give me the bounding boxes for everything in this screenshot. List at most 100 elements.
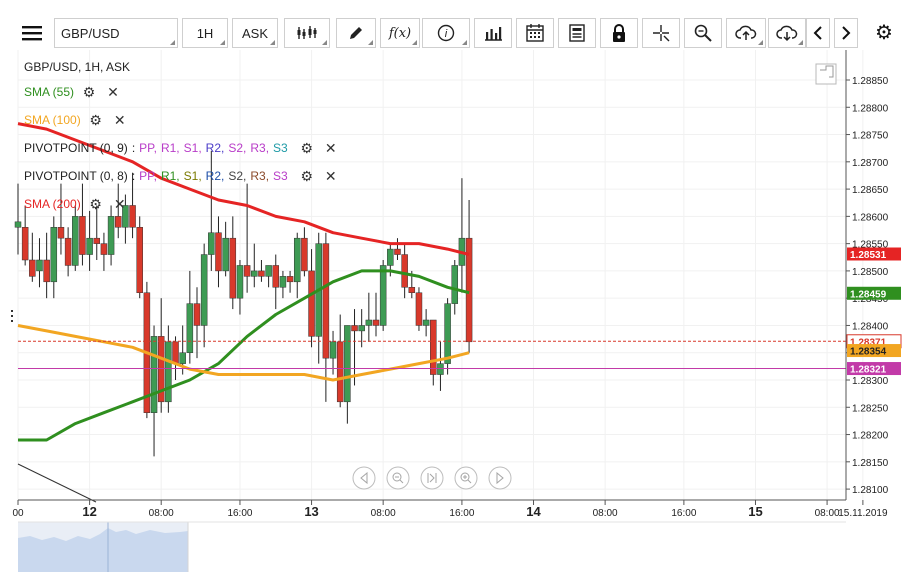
trend-line — [17, 463, 97, 503]
document-icon — [569, 24, 585, 42]
settings-button[interactable]: ⚙ — [870, 18, 898, 48]
time-axis: 00 12 08:00 16:00 13 08:00 16:00 14 08:00 16:00 15… — [12, 500, 888, 519]
info-button[interactable]: i — [422, 18, 470, 48]
crosshair-button[interactable] — [642, 18, 680, 48]
candle-body — [179, 352, 186, 364]
legend-pivot1: PIVOTPOINT (0, 9) : PP, R1, S1, R2, S2, R3, S3 … — [24, 140, 340, 156]
volume-button[interactable] — [474, 18, 512, 48]
candle-body — [372, 319, 380, 326]
chevron-left-icon — [813, 26, 822, 40]
legend-pivot-item: S3 — [273, 141, 288, 155]
candle-body — [265, 265, 272, 277]
candle-body — [208, 232, 215, 255]
calendar-icon — [526, 24, 544, 42]
candle-body — [437, 363, 444, 375]
reset-view-button[interactable] — [420, 466, 444, 490]
price-tick-label: 1.28650 — [852, 185, 889, 196]
drawing-tools-button[interactable] — [336, 18, 376, 48]
candle-body — [272, 265, 280, 288]
symbol-label: GBP/USD — [61, 25, 120, 41]
zoom-out-button[interactable] — [386, 466, 410, 490]
detach-window-icon — [820, 65, 834, 78]
legend-pivot-item: PP, — [139, 141, 157, 155]
calendar-button[interactable] — [516, 18, 554, 48]
zoom-button[interactable] — [684, 18, 722, 48]
candle-body — [93, 237, 101, 244]
time-tick-label: 08:00 — [593, 508, 618, 519]
zoom-out-icon — [392, 472, 404, 484]
candle-body — [107, 216, 115, 255]
menu-icon[interactable] — [16, 18, 48, 48]
legend-pivot-item: S2, — [228, 141, 247, 155]
close-icon[interactable]: ✕ — [324, 139, 337, 156]
price-tick-label: 1.28850 — [852, 76, 889, 87]
scroll-left-button[interactable] — [806, 18, 830, 48]
time-tick-label: 08:00 — [815, 508, 840, 519]
indicators-button[interactable]: f(x) — [380, 18, 420, 48]
chart-background — [0, 50, 907, 572]
candle-body — [430, 319, 437, 375]
news-button[interactable] — [558, 18, 596, 48]
candle-body — [29, 259, 36, 277]
price-tick-label: 1.28550 — [852, 240, 889, 251]
time-tick-label: 13 — [304, 504, 318, 519]
legend-pivot1-label: PIVOTPOINT (0, 9) — [24, 141, 128, 155]
gear-icon[interactable]: ⚙ — [89, 195, 102, 212]
legend-pivot2-levels: : PP, R1, S1, R2, S2, R3, S3 — [132, 169, 292, 183]
candle-body — [387, 248, 394, 266]
candle-body — [365, 319, 373, 326]
symbol-selector[interactable]: GBP/USD — [54, 18, 178, 48]
chart-area[interactable]: 1.281001.281501.282001.282501.283001.283… — [0, 50, 907, 572]
magnifier-icon — [694, 24, 712, 42]
detach-window-button[interactable] — [815, 63, 837, 85]
lock-button[interactable] — [600, 18, 638, 48]
candle-body — [222, 237, 229, 272]
info-icon: i — [437, 24, 455, 42]
candle-body — [79, 216, 86, 255]
candle-body — [229, 237, 237, 299]
candle-body — [322, 243, 330, 359]
pan-right-button[interactable] — [488, 466, 512, 490]
time-tick-label: 16:00 — [449, 508, 474, 519]
price-type-selector[interactable]: ASK — [232, 18, 278, 48]
scroll-right-button[interactable] — [834, 18, 858, 48]
price-label: 1.28354 — [850, 347, 887, 358]
candle-body — [286, 276, 294, 283]
close-icon[interactable]: ✕ — [113, 195, 126, 212]
timeframe-selector[interactable]: 1H — [182, 18, 228, 48]
candle-body — [114, 216, 122, 228]
price-tick-label: 1.28500 — [852, 267, 889, 278]
candle-body — [57, 227, 65, 239]
download-button[interactable] — [768, 18, 806, 48]
gear-icon[interactable]: ⚙ — [300, 167, 314, 184]
close-icon[interactable]: ✕ — [324, 167, 337, 184]
candle-body — [329, 341, 337, 359]
legend-pivot2: PIVOTPOINT (0, 8) : PP, R1, S1, R2, S2, R3, S3 … — [24, 168, 340, 184]
time-tick-label: 16:00 — [227, 508, 252, 519]
pan-left-button[interactable] — [352, 466, 376, 490]
gear-icon: ⚙ — [875, 22, 893, 44]
gear-icon[interactable]: ⚙ — [89, 111, 102, 128]
close-icon[interactable]: ✕ — [107, 83, 119, 100]
zoom-in-button[interactable] — [454, 466, 478, 490]
price-chart[interactable]: 1.281001.281501.282001.282501.283001.283… — [0, 50, 907, 572]
navigator[interactable] — [18, 521, 846, 572]
close-icon[interactable]: ✕ — [113, 111, 126, 128]
pane-resize-handle[interactable] — [11, 310, 13, 322]
gear-icon[interactable]: ⚙ — [300, 139, 314, 156]
legend-pivot-item: R3, — [250, 141, 270, 155]
chart-type-button[interactable] — [284, 18, 330, 48]
candlestick-chart-icon — [297, 26, 317, 39]
upload-button[interactable] — [726, 18, 766, 48]
lock-icon — [613, 24, 625, 42]
candle-body — [100, 243, 108, 255]
legend-pivot-item: R1, — [160, 141, 180, 155]
candle-body — [394, 248, 401, 255]
gear-icon[interactable]: ⚙ — [82, 83, 96, 100]
legend-pivot-separator: : — [131, 141, 136, 155]
sma-line — [17, 324, 470, 382]
legend-pivot-item: R2, — [205, 169, 225, 183]
price-tick-label: 1.28250 — [852, 403, 889, 414]
legend-pivot-item: R2, — [205, 141, 225, 155]
